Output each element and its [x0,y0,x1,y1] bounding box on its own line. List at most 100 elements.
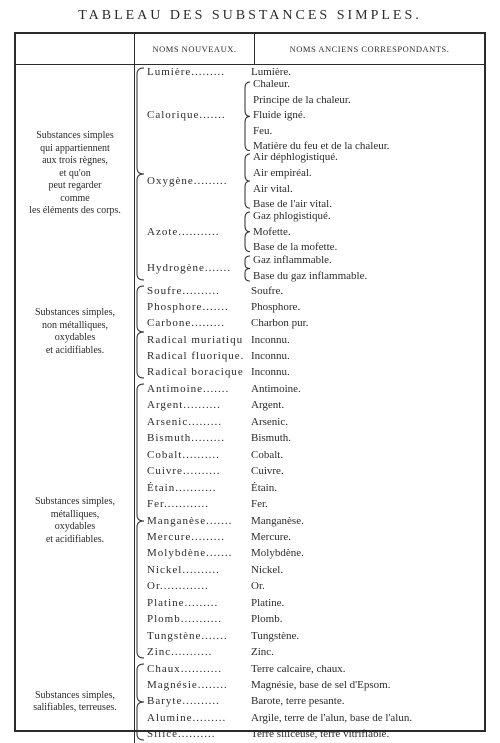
nom-ancien: Air empiréal. [253,166,338,182]
nom-ancien: Terre calcaire, chaux. [251,661,346,678]
category-line: aux trois règnes, [29,155,121,168]
category-line: et acidifiables. [35,534,115,547]
nom-ancien-lines: Gaz phlogistiqué.Mofette.Base de la mofe… [243,209,337,256]
nom-nouveau: Hydrogène....... [135,254,243,283]
nom-ancien-wrap: Zinc. [243,645,484,661]
nom-ancien: Tungstène. [251,628,299,645]
header-category [16,34,134,64]
nom-ancien-lines: Manganèse. [243,512,304,529]
nom-ancien-wrap: Tungstène. [243,628,484,644]
nom-ancien: Gaz phlogistiqué. [253,209,337,225]
nom-ancien: Antimoine. [251,381,301,398]
category-line: comme [29,193,121,206]
brace-icon [135,383,145,659]
nom-nouveau: Nickel.......... [135,562,243,578]
nom-ancien-lines: Plomb. [243,611,282,628]
table-row: Alumine.........Argile, terre de l'alun,… [135,710,484,726]
nom-nouveau: Molybdène....... [135,546,243,562]
nom-ancien-wrap: Inconnu. [243,365,484,381]
nom-nouveau: Azote........... [135,210,243,254]
content-column: Lumière.........Lumière.Calorique.......… [134,65,484,743]
nom-nouveau: Radical fluorique.. [135,348,243,364]
nom-ancien-lines: Cuivre. [243,463,284,480]
brace-icon [135,67,145,281]
table-row: Antimoine....... Antimoine. [135,381,484,397]
nom-ancien: Mercure. [251,529,291,546]
nom-ancien: Zinc. [251,644,274,661]
nom-nouveau: Étain........... [135,480,243,496]
nom-ancien: Charbon pur. [251,315,308,332]
category-line: oxydables [35,332,115,345]
table-row: Radical muriatiqueInconnu. [135,332,484,348]
nom-ancien-lines: Inconnu. [243,348,290,365]
nom-ancien: Nickel. [251,562,283,579]
category-cell: Substances simples,non métalliques,oxyda… [16,283,134,381]
nom-ancien: Inconnu. [251,364,290,381]
nom-ancien-lines: Phosphore. [243,299,300,316]
nom-ancien-lines: Arsenic. [243,413,288,430]
table-row: Manganèse.......Manganèse. [135,513,484,529]
nom-ancien: Inconnu. [251,348,290,365]
table-row: Or.............Or. [135,579,484,595]
nom-ancien-lines: Charbon pur. [243,315,308,332]
table-row: Soufre..........Soufre. [135,283,484,299]
nom-nouveau: Antimoine....... [135,381,243,397]
table-row: Oxygène.........Air déphlogistiqué.Air e… [135,152,484,210]
nom-ancien-lines: Inconnu. [243,364,290,381]
nom-nouveau: Bismuth......... [135,430,243,446]
nom-ancien-wrap: Soufre. [243,283,484,299]
table-row: Étain...........Étain. [135,480,484,496]
category-line: salifiables, terreuses. [33,702,117,715]
nom-ancien: Argile, terre de l'alun, base de l'alun. [251,710,412,727]
table-row: Fer............Fer. [135,496,484,512]
nom-ancien-lines: Or. [243,578,265,595]
category-line: les éléments des corps. [29,205,121,218]
nom-ancien-wrap: Argile, terre de l'alun, base de l'alun. [243,710,484,726]
nom-ancien-lines: Molybdène. [243,545,304,562]
nom-ancien: Plomb. [251,611,282,628]
nom-ancien-wrap: Chaleur.Principe de la chaleur.Fluide ig… [243,80,484,153]
table-row: Platine.........Platine. [135,595,484,611]
table-row: Calorique.......Chaleur.Principe de la c… [135,80,484,153]
nom-nouveau: Carbone......... [135,316,243,332]
nom-ancien-lines: Air déphlogistiqué.Air empiréal.Air vita… [243,150,338,212]
nom-nouveau: Chaux........... [135,661,243,677]
category-line: et acidifiables. [35,345,115,358]
category-line: peut regarder [29,180,121,193]
table-row: Cuivre..........Cuivre. [135,463,484,479]
table-row: Argent..........Argent. [135,397,484,413]
brace-icon [243,211,251,253]
nom-nouveau: Oxygène......... [135,152,243,210]
nom-nouveau: Soufre.......... [135,283,243,299]
nom-ancien-wrap: Plomb. [243,612,484,628]
category-line: Substances simples [29,130,121,143]
nom-ancien-wrap: Mercure. [243,529,484,545]
table-row: Radical fluorique.. Inconnu. [135,348,484,364]
nom-ancien-wrap: Antimoine. [243,381,484,397]
nom-ancien-wrap: Bismuth. [243,430,484,446]
nom-nouveau: Radical boracique.. [135,365,243,381]
nom-ancien-wrap: Fer. [243,496,484,512]
nom-ancien-lines: Platine. [243,595,284,612]
nom-ancien-wrap: Gaz phlogistiqué.Mofette.Base de la mofe… [243,210,484,254]
nom-ancien: Platine. [251,595,284,612]
nom-ancien: Barote, terre pesante. [251,693,344,710]
table-row: Mercure.........Mercure. [135,529,484,545]
category-line: qui appartiennent [29,143,121,156]
nom-ancien: Molybdène. [251,545,304,562]
nom-ancien-lines: Inconnu. [243,332,290,349]
category-line: Substances simples, [35,496,115,509]
nom-ancien-wrap: Air déphlogistiqué.Air empiréal.Air vita… [243,152,484,210]
table-row: Zinc...........Zinc. [135,645,484,661]
nom-nouveau: Lumière......... [135,65,243,80]
nom-ancien-lines: Tungstène. [243,628,299,645]
nom-ancien-lines: Chaleur.Principe de la chaleur.Fluide ig… [243,77,390,155]
table-header-row: NOMS NOUVEAUX. NOMS ANCIENS CORRESPONDAN… [16,34,484,65]
nom-ancien-wrap: Gaz inflammable.Base du gaz inflammable. [243,254,484,283]
nom-ancien-lines: Terre calcaire, chaux. [243,661,346,678]
nom-ancien: Cuivre. [251,463,284,480]
nom-ancien: Arsenic. [251,413,288,430]
table-row: Radical boracique.. Inconnu. [135,365,484,381]
brace-icon [243,153,251,209]
nom-nouveau: Manganèse....... [135,513,243,529]
